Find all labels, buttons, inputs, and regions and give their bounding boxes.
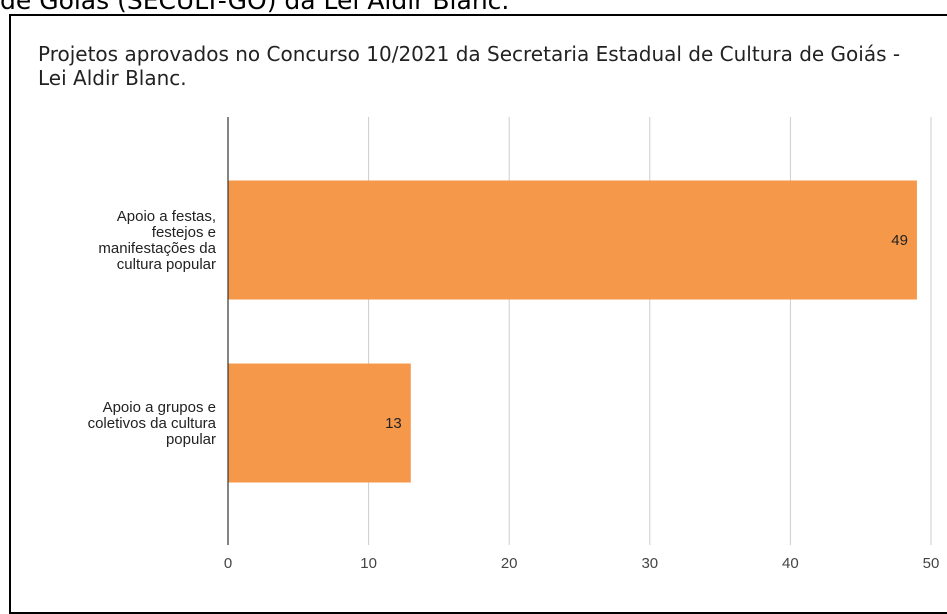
x-tick-label-30: 30 [641, 555, 658, 572]
x-tick-label-10: 10 [360, 555, 377, 572]
chart-title: Projetos aprovados no Concurso 10/2021 d… [38, 42, 901, 90]
data-label-1: 13 [385, 415, 402, 432]
bar-1 [228, 363, 411, 483]
bar-0 [228, 180, 917, 300]
x-tick-label-20: 20 [501, 555, 518, 572]
category-label-1: Apoio a grupos e coletivos da cultura popu… [88, 399, 217, 448]
bar-chart: 49 13 Apoio a festas, festejos e manifestaçõ… [88, 117, 940, 572]
data-label-0: 49 [891, 232, 908, 249]
category-label-0: Apoio a festas, festejos e manifestações d… [98, 208, 216, 273]
x-tick-label-40: 40 [782, 555, 799, 572]
x-tick-label-50: 50 [923, 555, 940, 572]
figure-caption: de Goiás (SECULT-GO) da Lei Aldir Blanc. [0, 0, 510, 15]
x-tick-label-0: 0 [224, 555, 232, 572]
